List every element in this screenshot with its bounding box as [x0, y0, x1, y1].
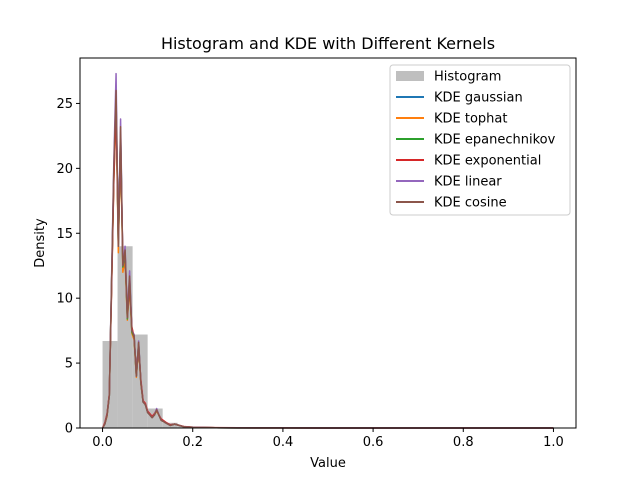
- x-tick-label: 0.8: [453, 435, 474, 450]
- y-tick-label: 5: [65, 357, 73, 372]
- y-tick-label: 0: [65, 422, 73, 437]
- y-tick-label: 25: [56, 97, 73, 112]
- x-tick-label: 0.2: [182, 435, 203, 450]
- legend-box: [389, 64, 571, 216]
- x-tick-label: 1.0: [543, 435, 564, 450]
- plot-frame: [79, 57, 577, 429]
- x-tick-label: 0.0: [92, 435, 113, 450]
- y-tick-label: 15: [56, 227, 73, 242]
- legend-label: KDE epanechnikov: [434, 133, 556, 148]
- legend-label: KDE cosine: [434, 196, 507, 211]
- histogram-bars: [102, 246, 554, 428]
- legend-items: Histogram KDE gaussian KDE tophat KDE epane…: [396, 70, 556, 211]
- y-axis-ticks: 0 5 10 15 20 25: [56, 97, 80, 437]
- y-tick-label: 10: [56, 292, 73, 307]
- x-axis-label: Value: [310, 456, 346, 471]
- legend-label: KDE exponential: [434, 154, 541, 169]
- y-tick-label: 20: [56, 162, 73, 177]
- y-axis-label: Density: [33, 218, 48, 268]
- legend-label: KDE gaussian: [434, 91, 523, 106]
- legend-label: KDE tophat: [434, 112, 508, 127]
- legend-label: KDE linear: [434, 175, 502, 190]
- legend-swatch-histogram: [396, 71, 424, 81]
- x-axis-ticks: 0.0 0.2 0.4 0.6 0.8 1.0: [92, 428, 564, 450]
- legend: Histogram KDE gaussian KDE tophat KDE epane…: [389, 64, 571, 216]
- legend-label: Histogram: [434, 70, 501, 85]
- x-tick-label: 0.6: [363, 435, 384, 450]
- x-tick-label: 0.4: [273, 435, 294, 450]
- chart-title: Histogram and KDE with Different Kernels: [161, 34, 495, 53]
